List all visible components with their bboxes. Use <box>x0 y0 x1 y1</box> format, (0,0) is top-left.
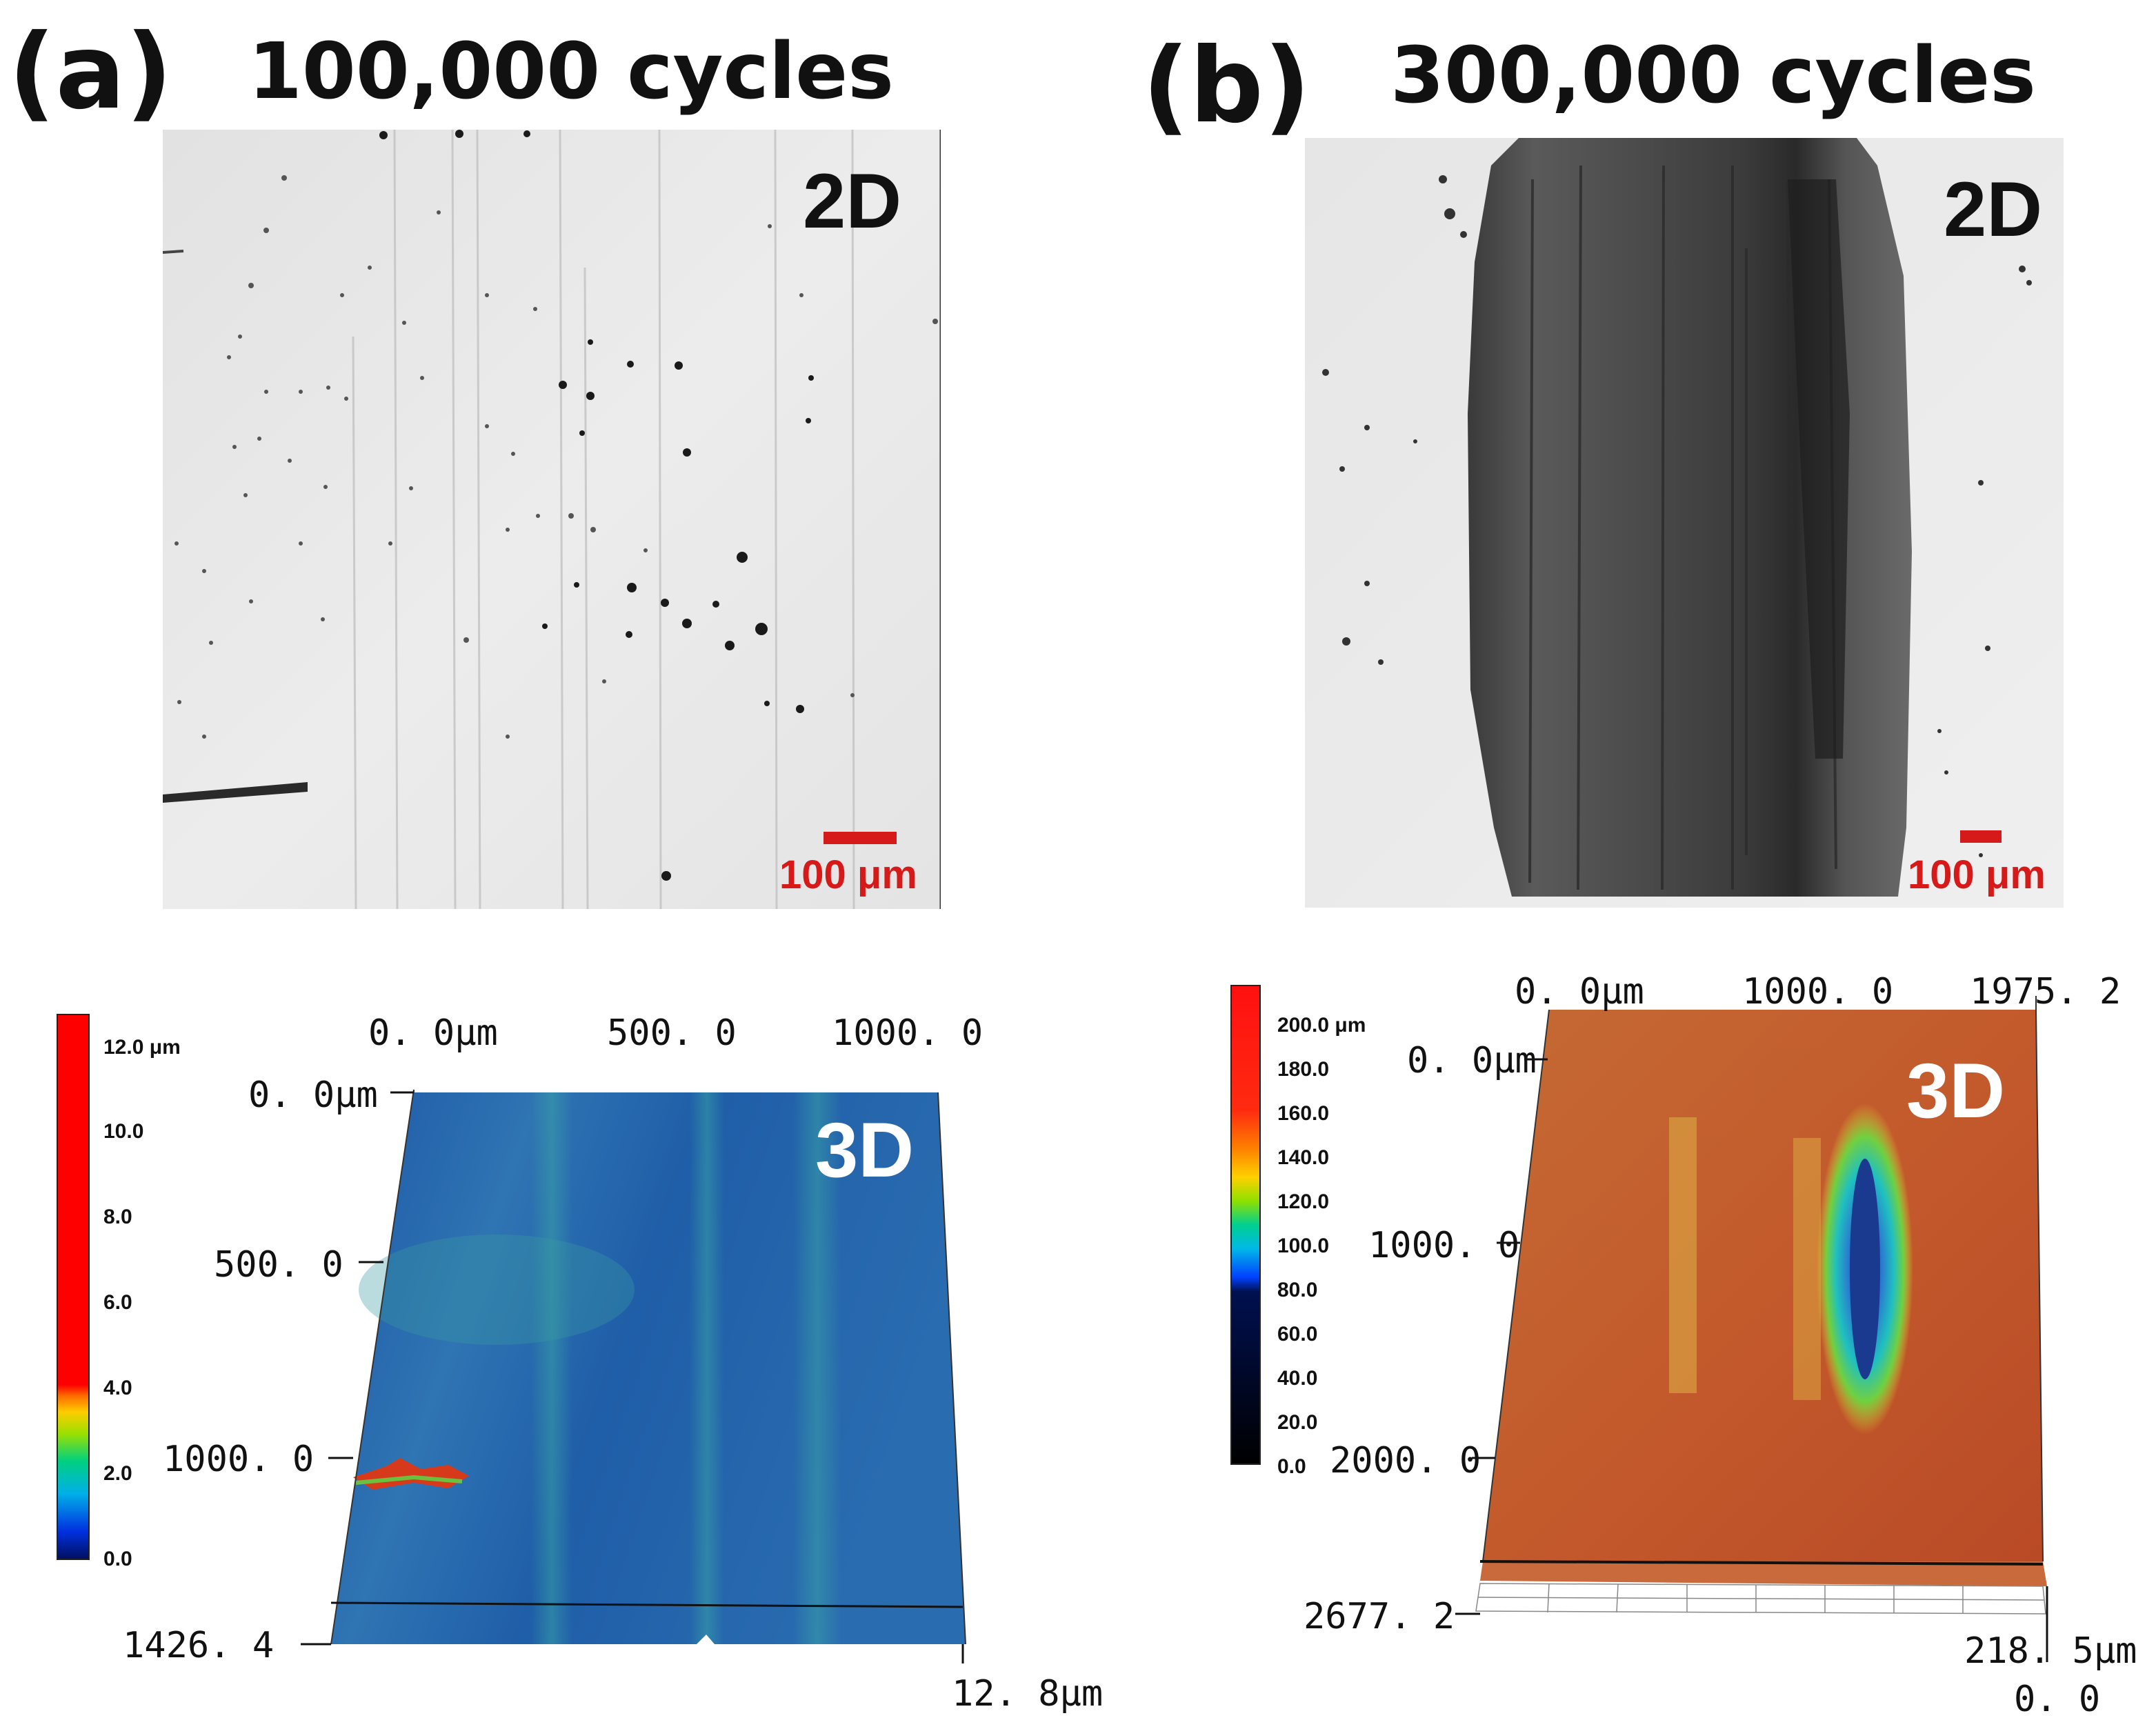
panel-a-x-tick-0: 0. 0μm <box>368 1012 498 1054</box>
panel-b-cbar-tick-3: 140.0 <box>1277 1146 1330 1169</box>
panel-b-title: 300,000 cycles <box>1390 31 2036 121</box>
panel-b-cbar-tick-1: 180.0 <box>1277 1058 1330 1081</box>
panel-b-label: (b) <box>1142 26 1311 146</box>
panel-b-cbar-tick-5: 100.0 <box>1277 1235 1330 1257</box>
panel-b-3d-tag: 3D <box>1906 1048 2006 1134</box>
panel-a-label: (a) <box>8 12 173 132</box>
panel-b-colorbar <box>1230 985 1261 1465</box>
panel-a-z-tick-0: 12. 8μm <box>952 1673 1104 1715</box>
panel-a-cbar-tick-1: 10.0 <box>103 1120 144 1143</box>
panel-a-2d-image <box>163 130 941 909</box>
panel-b-y-tick-0: 0. 0μm <box>1407 1040 1537 1081</box>
panel-a-x-tick-1: 500. 0 <box>607 1012 737 1054</box>
panel-b-cbar-tick-10: 0.0 <box>1277 1455 1306 1478</box>
panel-b-y-tick-3: 2677. 2 <box>1304 1596 1455 1637</box>
panel-a-scale-bar-label: 100 μm <box>779 852 917 897</box>
panel-b-2d-image <box>1305 138 2064 908</box>
panel-a-y-tick-1: 500. 0 <box>214 1244 343 1286</box>
panel-b-z-tick-1: 0. 0 <box>2014 1679 2101 1720</box>
panel-a-colorbar <box>57 1014 90 1560</box>
panel-a-cbar-tick-0: 12.0 μm <box>103 1036 181 1059</box>
panel-b-x-tick-1: 1000. 0 <box>1742 971 1894 1012</box>
panel-b-cbar-tick-4: 120.0 <box>1277 1190 1330 1213</box>
panel-b-cbar-tick-0: 200.0 μm <box>1277 1014 1366 1037</box>
panel-a-x-tick-2: 1000. 0 <box>832 1012 984 1054</box>
panel-b-x-tick-2: 1975. 2 <box>1970 971 2122 1012</box>
panel-a-3d-tag: 3D <box>815 1107 915 1193</box>
panel-a-title: 100,000 cycles <box>248 27 894 117</box>
panel-a-y-tick-2: 1000. 0 <box>163 1439 315 1480</box>
panel-b-cbar-tick-6: 80.0 <box>1277 1279 1318 1301</box>
panel-a-y-tick-3: 1426. 4 <box>123 1625 275 1666</box>
panel-a-cbar-tick-2: 8.0 <box>103 1206 132 1228</box>
panel-b-cbar-tick-8: 40.0 <box>1277 1367 1318 1390</box>
panel-b-y-tick-2: 2000. 0 <box>1330 1440 1481 1481</box>
panel-b-cbar-tick-7: 60.0 <box>1277 1323 1318 1346</box>
panel-a-cbar-tick-6: 0.0 <box>103 1548 132 1570</box>
panel-b-x-tick-0: 0. 0μm <box>1515 971 1644 1012</box>
panel-a-cbar-tick-3: 6.0 <box>103 1291 132 1314</box>
panel-b-z-tick-0: 218. 5μm <box>1964 1630 2137 1672</box>
panel-a-cbar-tick-5: 2.0 <box>103 1462 132 1485</box>
panel-b-scale-bar-label: 100 μm <box>1908 852 2046 897</box>
panel-a-cbar-tick-4: 4.0 <box>103 1377 132 1399</box>
panel-a-2d-tag: 2D <box>803 158 902 244</box>
panel-b-2d-tag: 2D <box>1944 166 2043 252</box>
panel-b-cbar-tick-9: 20.0 <box>1277 1411 1318 1434</box>
panel-a-y-tick-0: 0. 0μm <box>248 1075 378 1116</box>
panel-b-scale-bar <box>1960 830 2002 843</box>
panel-b-y-tick-1: 1000. 0 <box>1368 1225 1520 1266</box>
panel-b-cbar-tick-2: 160.0 <box>1277 1102 1330 1125</box>
panel-a-scale-bar <box>824 832 897 844</box>
